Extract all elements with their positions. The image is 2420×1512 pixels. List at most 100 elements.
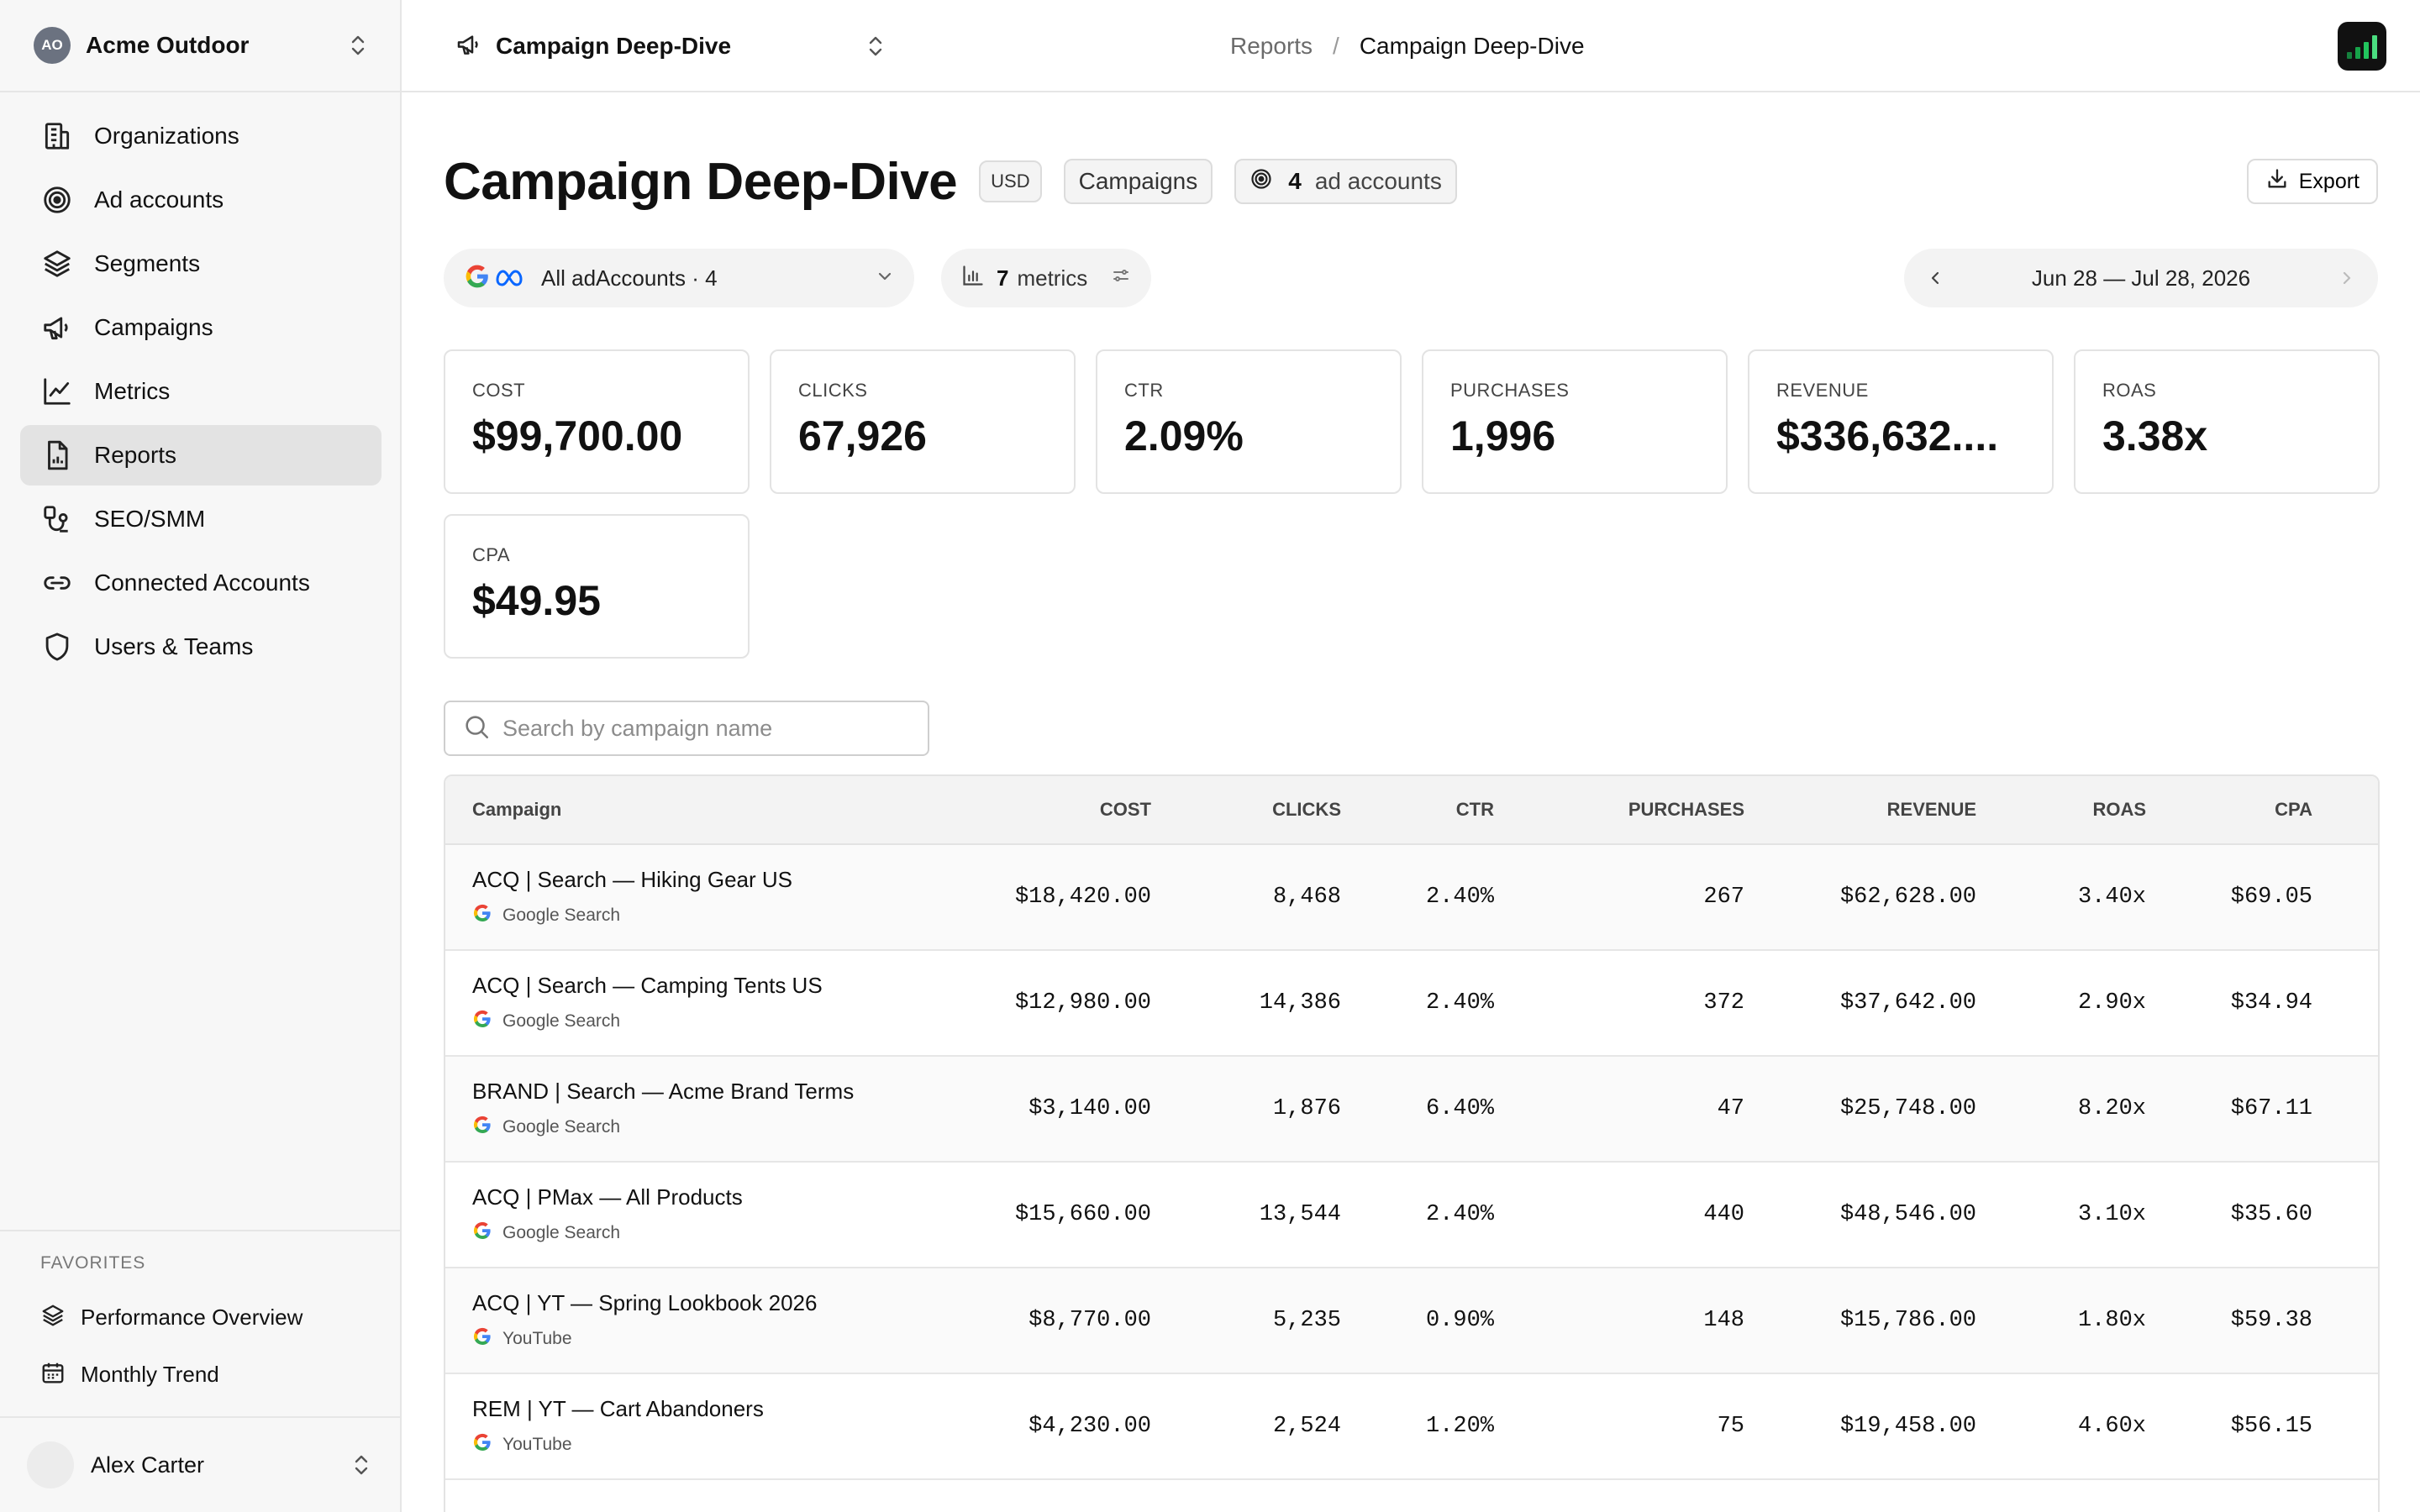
- campaign-name[interactable]: ACQ | Search — Hiking Gear US: [472, 866, 792, 892]
- user-name: Alex Carter: [91, 1452, 205, 1478]
- cell-clicks: 14,386: [1259, 990, 1341, 1016]
- kpi-card-ctr: CTR 2.09%: [1096, 349, 1402, 494]
- line-chart-icon: [40, 375, 74, 408]
- cell-cpa: $67.11: [2230, 1096, 2312, 1121]
- ad-accounts-label: ad accounts: [1314, 168, 1442, 194]
- kpi-value: $336,632....: [1776, 412, 1999, 459]
- campaign-name[interactable]: ACQ | Search — Camping Tents US: [472, 972, 823, 998]
- campaign-name[interactable]: BRAND | Search — Acme Brand Terms: [472, 1078, 855, 1104]
- column-header-roas[interactable]: ROAS: [2092, 799, 2146, 820]
- column-header-ctr[interactable]: CTR: [1455, 799, 1494, 820]
- sidebar-item-organizations[interactable]: Organizations: [20, 106, 381, 166]
- organization-switcher[interactable]: AO Acme Outdoor: [0, 0, 400, 92]
- favorite-label: Performance Overview: [81, 1304, 303, 1330]
- page-title: Campaign Deep-Dive: [444, 152, 958, 211]
- cell-clicks: 5,235: [1272, 1308, 1341, 1333]
- table-row[interactable]: ACQ | PMax — All Products Google Search $1…: [445, 1163, 2378, 1268]
- campaign-source-label: Google Search: [502, 1116, 621, 1137]
- metrics-selector[interactable]: 7 metrics: [941, 249, 1151, 307]
- table-row[interactable]: REM | YT — Cart Abandoners YouTube $4,230.…: [445, 1374, 2378, 1480]
- seo-icon: [40, 502, 74, 536]
- sidebar-item-users-teams[interactable]: Users & Teams: [20, 617, 381, 677]
- megaphone-icon: [455, 31, 482, 62]
- campaign-source-label: Google Search: [502, 1011, 621, 1031]
- cell-clicks: 13,544: [1259, 1202, 1341, 1227]
- google-icon: [472, 1432, 492, 1457]
- cell-cost: $15,660.00: [1014, 1202, 1151, 1227]
- cell-cost: $4,230.00: [1028, 1414, 1151, 1439]
- breadcrumb-current: Campaign Deep-Dive: [1359, 33, 1585, 59]
- breadcrumb-reports-link[interactable]: Reports: [1230, 33, 1313, 59]
- user-menu[interactable]: Alex Carter: [0, 1416, 400, 1512]
- kpi-label: CTR: [1124, 380, 1164, 401]
- cell-cost: $12,980.00: [1014, 990, 1151, 1016]
- page-header: Campaign Deep-Dive USD Campaigns 4 ad ac…: [444, 148, 2378, 215]
- kpi-value: 1,996: [1450, 412, 1556, 459]
- sidebar-item-label: Reports: [94, 442, 177, 468]
- kpi-value: $49.95: [472, 577, 601, 624]
- sidebar-item-ad-accounts[interactable]: Ad accounts: [20, 170, 381, 230]
- cell-cpa: $56.15: [2230, 1414, 2312, 1439]
- cell-purchases: 372: [1703, 990, 1744, 1016]
- avatar: [27, 1441, 74, 1488]
- chevron-right-icon[interactable]: [2334, 265, 2360, 291]
- export-button[interactable]: Export: [2246, 159, 2378, 204]
- meta-icon: [494, 266, 526, 291]
- sidebar-item-segments[interactable]: Segments: [20, 234, 381, 294]
- shield-icon: [40, 630, 74, 664]
- campaign-source: Google Search: [472, 1009, 983, 1034]
- table-row[interactable]: BRAND | Search — Acme Brand Terms Google …: [445, 1057, 2378, 1163]
- cell-cpa: $59.38: [2230, 1308, 2312, 1333]
- app-logo[interactable]: [2338, 22, 2386, 71]
- search-input[interactable]: [502, 715, 906, 742]
- column-header-purchases[interactable]: PURCHASES: [1628, 799, 1744, 820]
- favorite-performance-overview[interactable]: Performance Overview: [20, 1289, 380, 1346]
- cell-ctr: 0.90%: [1425, 1308, 1494, 1333]
- cell-purchases: 440: [1703, 1202, 1744, 1227]
- kpi-label: CPA: [472, 544, 511, 565]
- chevron-left-icon[interactable]: [1923, 265, 1948, 291]
- kpi-value: $99,700.00: [472, 412, 683, 459]
- campaign-search: [444, 701, 929, 756]
- sidebar-item-connected-accounts[interactable]: Connected Accounts: [20, 553, 381, 613]
- table-body: ACQ | Search — Hiking Gear US Google Sear…: [445, 845, 2378, 1480]
- column-header-cost[interactable]: COST: [1099, 799, 1151, 820]
- sidebar-item-seo-smm[interactable]: SEO/SMM: [20, 489, 381, 549]
- table-row[interactable]: ACQ | YT — Spring Lookbook 2026 YouTube $8…: [445, 1268, 2378, 1374]
- cell-clicks: 8,468: [1272, 885, 1341, 910]
- sidebar-item-reports[interactable]: Reports: [20, 425, 381, 486]
- campaign-name[interactable]: REM | YT — Cart Abandoners: [472, 1395, 764, 1421]
- favorite-label: Monthly Trend: [81, 1361, 219, 1387]
- building-icon: [40, 119, 74, 153]
- campaign-cell: ACQ | PMax — All Products Google Search: [445, 1184, 983, 1246]
- campaign-source-label: Google Search: [502, 905, 621, 925]
- table-row[interactable]: ACQ | Search — Hiking Gear US Google Sear…: [445, 845, 2378, 951]
- date-range-picker: Jun 28 — Jul 28, 2026: [1904, 249, 2378, 307]
- campaign-source: YouTube: [472, 1432, 983, 1457]
- favorite-monthly-trend[interactable]: Monthly Trend: [20, 1346, 380, 1403]
- report-switcher[interactable]: Campaign Deep-Dive: [455, 0, 884, 92]
- campaign-name[interactable]: ACQ | YT — Spring Lookbook 2026: [472, 1289, 818, 1315]
- layers-icon: [40, 247, 74, 281]
- column-header-cpa[interactable]: CPA: [2275, 799, 2312, 820]
- cell-revenue: $62,628.00: [1839, 885, 1976, 910]
- column-header-revenue[interactable]: REVENUE: [1886, 799, 1976, 820]
- date-range-label[interactable]: Jun 28 — Jul 28, 2026: [2031, 265, 2251, 291]
- sidebar-item-label: Users & Teams: [94, 633, 254, 659]
- column-header-clicks[interactable]: CLICKS: [1272, 799, 1341, 820]
- filter-bar: All adAccounts · 4 7 metrics Jun 28 — Ju…: [444, 249, 2378, 307]
- cell-cpa: $35.60: [2230, 1202, 2312, 1227]
- column-header-campaign[interactable]: Campaign: [472, 799, 562, 820]
- sidebar-item-metrics[interactable]: Metrics: [20, 361, 381, 422]
- cell-cpa: $34.94: [2230, 990, 2312, 1016]
- campaign-name[interactable]: ACQ | PMax — All Products: [472, 1184, 743, 1210]
- logo-bar: [2347, 52, 2352, 59]
- cell-ctr: 6.40%: [1425, 1096, 1494, 1121]
- chevron-updown-icon: [350, 33, 366, 58]
- campaign-cell: BRAND | Search — Acme Brand Terms Google …: [445, 1079, 983, 1140]
- google-icon: [472, 1326, 492, 1352]
- sidebar-item-campaigns[interactable]: Campaigns: [20, 297, 381, 358]
- ad-account-filter-dropdown[interactable]: All adAccounts · 4: [444, 249, 914, 307]
- sidebar-item-label: Organizations: [94, 123, 239, 149]
- table-row[interactable]: ACQ | Search — Camping Tents US Google Se…: [445, 951, 2378, 1057]
